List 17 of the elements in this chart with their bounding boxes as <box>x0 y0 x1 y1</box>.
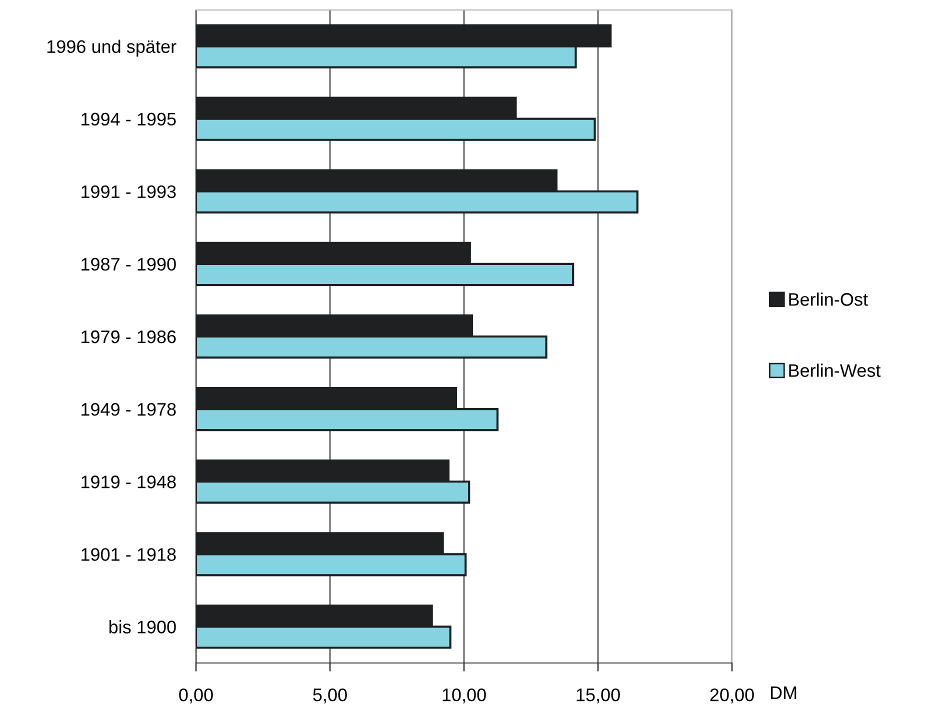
y-tick-label: 1979 - 1986 <box>82 330 176 344</box>
y-tick-label: 1991 - 1993 <box>82 185 176 198</box>
y-tick-label: 1949 - 1978 <box>82 402 176 416</box>
y-tick-label: bis 1900 <box>109 620 176 634</box>
x-tick-label: 0,00 <box>179 688 213 704</box>
x-tick-label: 10,00 <box>442 688 486 704</box>
y-tick-label: 1996 und später <box>47 40 176 57</box>
x-tick-label: 5,00 <box>313 688 347 704</box>
legend-label: Berlin-Ost <box>789 292 868 306</box>
y-tick-label: 1901 - 1918 <box>82 548 176 561</box>
x-tick-label: 15,00 <box>576 688 620 704</box>
y-tick-label: 1987 - 1990 <box>82 258 176 271</box>
legend-label: Berlin-West <box>789 364 881 377</box>
y-tick-label: 1919 - 1948 <box>82 476 176 488</box>
x-axis-title: DM <box>771 686 796 699</box>
x-tick-label: 20,00 <box>710 688 754 704</box>
y-tick-label: 1994 - 1995 <box>82 112 176 126</box>
